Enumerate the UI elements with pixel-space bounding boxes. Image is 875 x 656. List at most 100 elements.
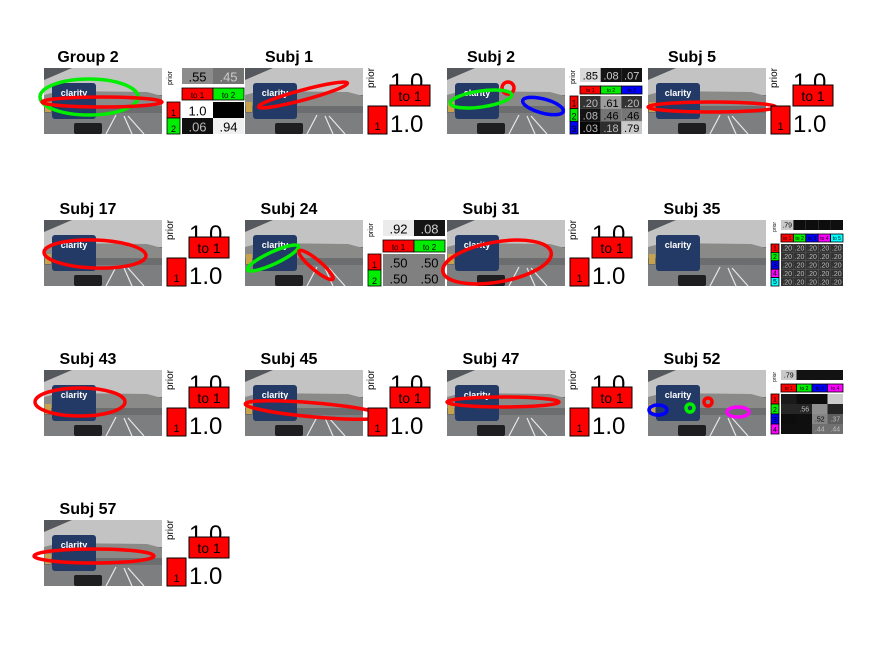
thumb-car [45,404,51,414]
thumb-dash [678,275,706,286]
transition-cell [827,394,843,404]
lane-line [127,267,145,287]
panel-title: Subj 2 [467,49,515,66]
transition-header-label: to 2 [423,243,437,252]
state-row-label: 2 [773,407,777,414]
transition-value: .20 [795,254,805,261]
state-row-chip [166,257,187,287]
prior-value: .08 [603,71,618,83]
state-row-chip [770,423,780,435]
prior-cell [818,220,831,230]
lane-line [731,267,749,287]
thumb-dash [74,575,102,586]
state-ellipse-red [32,547,156,565]
transition-header-label: to 3 [816,386,825,392]
transition-header [792,84,834,107]
transition-cell [812,404,828,414]
state-ellipse-red [500,80,516,96]
thumb-van [52,83,96,119]
transition-header [620,85,643,95]
state-row-chip [770,105,791,135]
transition-cell [781,414,797,424]
thumb-pillar [447,68,475,80]
lane-line [727,115,737,135]
transition-value: .20 [820,254,830,261]
lane-line [508,266,520,287]
state-row-chip [367,407,388,437]
transition-cell [818,252,831,261]
transition-cell [793,277,806,286]
prior-value: .85 [583,71,598,83]
state-row-label: 1 [773,397,777,404]
state-row-label: 1 [576,423,582,435]
transition-header [389,84,431,107]
transition-cell [796,404,812,414]
prior-cell [621,68,642,82]
lane-line [709,114,721,135]
transition-value: .20 [807,271,817,278]
transition-value: .20 [820,263,830,270]
transition-cell [781,404,797,414]
transition-header [827,383,844,393]
prior-label: prior [772,372,778,382]
transition-header [389,386,431,409]
state-row-chip [569,407,590,437]
transition-value: .20 [820,246,830,253]
thumb-pillar [44,68,72,80]
transition-value: .20 [820,279,830,286]
transition-cell [805,269,819,278]
thumb-car [649,404,655,414]
state-row-label: 1 [374,121,380,133]
transition-cell [830,252,843,261]
transition-cell [182,118,213,134]
transition-cell [781,244,794,253]
transition-header-label: to 1 [197,390,221,406]
transition-value: 1.0 [189,563,222,590]
prior-value: .55 [188,70,206,85]
transition-cell [830,260,843,270]
thumb-dash [74,123,102,134]
prior-label: prior [366,369,377,390]
transition-cell [182,102,213,118]
transition-cell [414,270,445,286]
transition-value: .79 [624,123,639,135]
state-row-label: 1 [173,573,179,585]
prior-value: .08 [420,222,438,237]
transition-value: .50 [420,272,438,287]
panel-title: Subj 52 [664,351,721,368]
thumb-van [52,235,96,271]
transition-value: .08 [583,111,598,123]
thumb-car [448,102,454,112]
state-ellipse-red [702,396,714,408]
state-row-chip [166,557,187,587]
transition-cell [818,244,831,253]
prior-cell [781,220,794,230]
transition-header [188,386,230,409]
thumb-pillar [648,68,676,80]
thumb-pillar [245,220,273,232]
prior-cell [830,220,843,230]
state-ellipse-red [42,238,148,270]
van-text: clarity [665,240,692,250]
state-ellipse-blue [520,95,566,117]
state-row-chip [166,117,181,135]
transition-value: .20 [820,271,830,278]
transition-value: .46 [603,111,618,123]
transition-cell [805,244,819,253]
transition-cell [827,414,843,424]
thumb-pillar [245,68,273,80]
panel-title: Subj 31 [463,201,520,218]
transition-cell [793,252,806,261]
transition-value: .20 [795,279,805,286]
lane-line [127,115,145,135]
transition-cell [621,108,642,122]
transition-header-label: to 4 [820,236,829,242]
transition-header-label: to 1 [785,386,794,392]
transition-cell [830,277,843,286]
prior-value: .07 [624,71,639,83]
transition-cell [580,96,601,109]
thumb-dash [678,123,706,134]
